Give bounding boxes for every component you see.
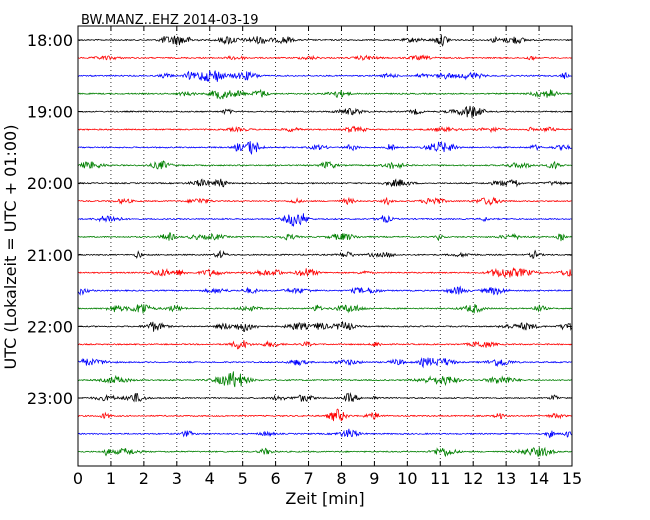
seismic-trace xyxy=(77,105,572,118)
seismic-trace xyxy=(77,249,572,259)
x-tick-label: 11 xyxy=(430,469,450,488)
seismic-trace xyxy=(77,371,572,388)
seismic-trace xyxy=(77,213,572,228)
x-tick-label: 8 xyxy=(336,469,346,488)
seismic-trace xyxy=(77,267,572,278)
y-axis-label: UTC (Lokalzeit = UTC + 01:00) xyxy=(1,125,20,370)
seismic-trace xyxy=(77,446,572,458)
chart-title: BW.MANZ..EHZ 2014-03-19 xyxy=(81,13,259,28)
x-axis: 0 1 2 3 4 5 6 7 8 9 10 11 12 13 14 15 xyxy=(73,26,582,488)
seismic-trace xyxy=(77,340,572,350)
y-tick-label: 19:00 xyxy=(27,103,73,122)
x-tick-label: 13 xyxy=(496,469,516,488)
seismic-trace xyxy=(77,34,572,47)
x-tick-label: 10 xyxy=(397,469,417,488)
seismic-trace xyxy=(77,428,572,439)
grid-lines xyxy=(110,26,540,466)
y-axis: 18:00 19:00 20:00 21:00 22:00 23:00 xyxy=(27,31,572,408)
trace-group xyxy=(77,34,572,458)
seismic-trace xyxy=(77,392,572,403)
seismic-trace xyxy=(77,160,572,170)
seismic-trace xyxy=(77,357,572,369)
x-tick-label: 2 xyxy=(139,469,149,488)
seismic-trace xyxy=(77,54,572,61)
x-tick-label: 15 xyxy=(562,469,582,488)
seismic-trace xyxy=(77,88,572,100)
x-tick-label: 6 xyxy=(271,469,281,488)
x-tick-label: 0 xyxy=(73,469,83,488)
x-tick-label: 7 xyxy=(303,469,313,488)
y-tick-label: 22:00 xyxy=(27,317,73,336)
x-tick-label: 12 xyxy=(463,469,483,488)
x-tick-label: 9 xyxy=(369,469,379,488)
seismic-trace xyxy=(77,303,572,314)
x-tick-label: 4 xyxy=(205,469,215,488)
y-tick-label: 23:00 xyxy=(27,389,73,408)
y-tick-label: 20:00 xyxy=(27,174,73,193)
y-tick-label: 18:00 xyxy=(27,31,73,50)
seismic-trace xyxy=(77,320,572,332)
x-axis-label: Zeit [min] xyxy=(285,489,364,508)
plot-frame xyxy=(77,25,573,467)
seismic-trace xyxy=(77,232,572,242)
seismic-trace xyxy=(77,408,572,422)
seismic-trace xyxy=(77,196,572,206)
seismic-trace xyxy=(77,70,572,82)
seismic-trace xyxy=(77,125,572,134)
seismic-trace xyxy=(77,178,572,188)
x-tick-label: 1 xyxy=(106,469,116,488)
seismic-trace xyxy=(77,285,572,296)
x-tick-label: 14 xyxy=(529,469,549,488)
x-tick-label: 5 xyxy=(238,469,248,488)
x-tick-label: 3 xyxy=(172,469,182,488)
seismic-trace xyxy=(77,140,572,155)
y-tick-label: 21:00 xyxy=(27,246,73,265)
